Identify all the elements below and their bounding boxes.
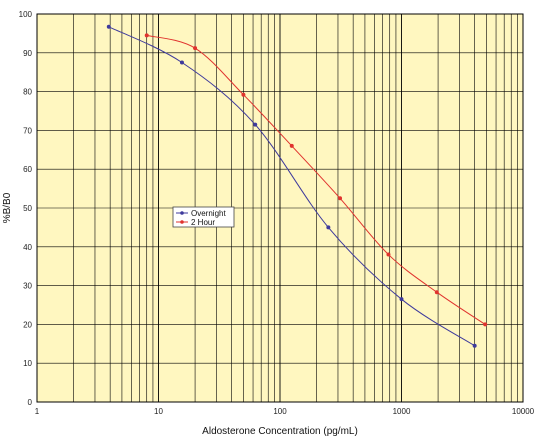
data-point-2-hour: [193, 46, 198, 51]
data-point-overnight: [106, 24, 111, 29]
y-tick-label: 0: [28, 398, 33, 407]
data-point-2-hour: [434, 290, 439, 295]
series-line-2-hour: [146, 34, 486, 325]
y-tick-label: 90: [23, 49, 32, 58]
y-tick-label: 40: [23, 243, 32, 252]
series-2-hour: [144, 33, 488, 327]
y-tick-label: 50: [23, 204, 32, 213]
series-overnight: [106, 24, 477, 348]
x-tick-label: 10000: [512, 407, 535, 416]
y-tick-label: 10: [23, 359, 32, 368]
data-point-2-hour: [386, 252, 391, 257]
y-axis-ticks: 0 10 20 30 40 50 60 70 80 90 100: [19, 10, 33, 407]
x-tick-label: 10: [154, 407, 163, 416]
y-tick-label: 30: [23, 282, 32, 291]
data-point-2-hour: [338, 196, 343, 201]
data-point-2-hour: [289, 143, 294, 148]
series: [106, 24, 488, 348]
data-point-overnight: [253, 122, 258, 127]
data-point-2-hour: [483, 322, 488, 327]
x-tick-label: 1: [35, 407, 40, 416]
legend-label: Overnight: [191, 209, 226, 218]
data-point-overnight: [399, 297, 404, 302]
legend-label: 2 Hour: [191, 218, 215, 227]
x-axis-ticks: 1 10 100 1000 10000: [35, 407, 535, 416]
data-point-overnight: [472, 343, 477, 348]
series-line-overnight: [108, 26, 475, 347]
y-tick-label: 80: [23, 88, 32, 97]
x-axis-title: Aldosterone Concentration (pg/mL): [202, 426, 358, 437]
data-point-2-hour: [241, 92, 246, 97]
legend-marker: [180, 211, 184, 215]
data-point-overnight: [179, 60, 184, 65]
plot-frame: [36, 13, 524, 403]
x-tick-label: 100: [273, 407, 287, 416]
x-tick-label: 1000: [393, 407, 411, 416]
y-tick-label: 100: [19, 10, 33, 19]
y-tick-label: 70: [23, 126, 32, 135]
data-point-2-hour: [144, 33, 149, 38]
legend-item-overnight: Overnight: [176, 209, 226, 218]
y-tick-label: 20: [23, 320, 32, 329]
legend-box: [172, 206, 235, 228]
data-point-overnight: [326, 225, 331, 230]
y-tick-label: 60: [23, 165, 32, 174]
legend-marker: [180, 220, 184, 224]
legend-item-2-hour: 2 Hour: [176, 218, 215, 227]
y-axis-title: %B/B0: [2, 192, 13, 223]
